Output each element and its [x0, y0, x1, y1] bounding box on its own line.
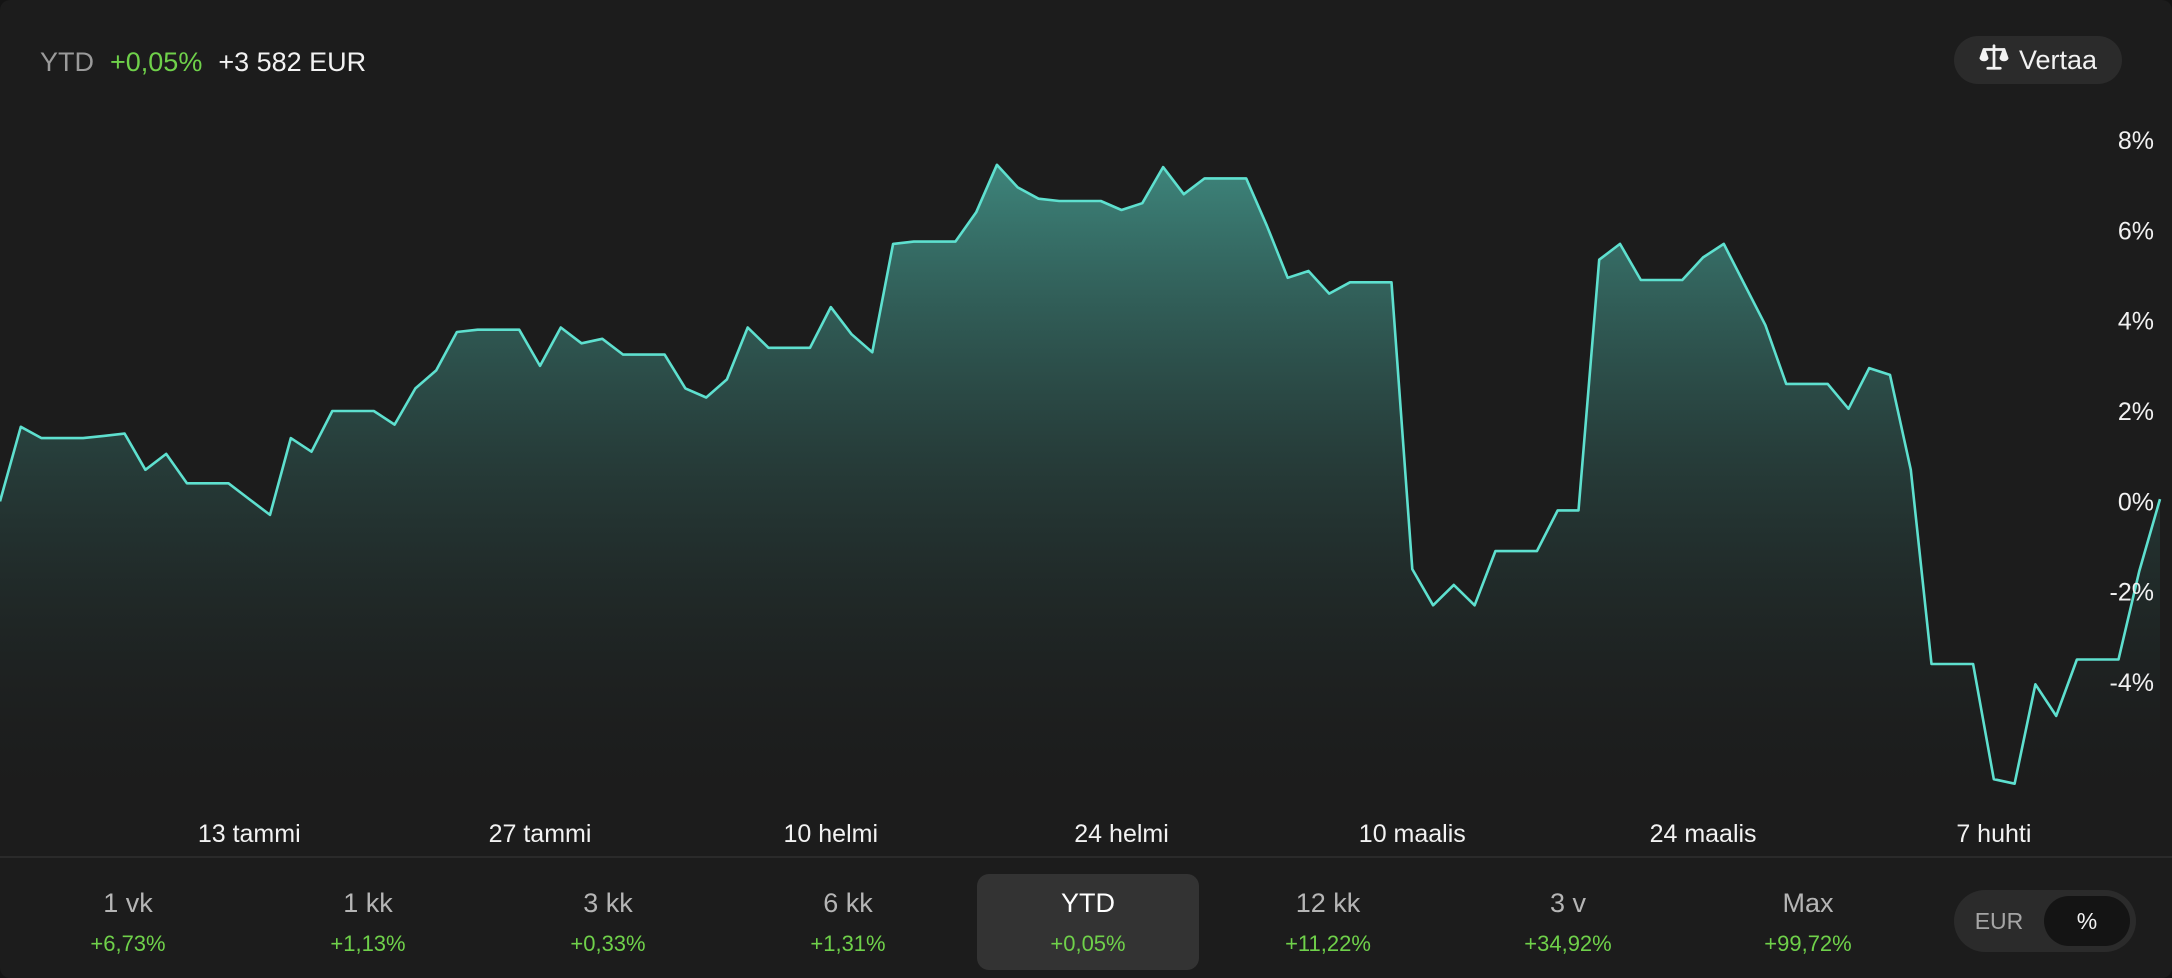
scale-balance-icon	[1979, 42, 2009, 79]
performance-chart[interactable]: 8% 6% 4% 2% 0% -2% -4% 13 tammi 27 tammi 10 helm…	[0, 100, 2172, 850]
y-tick-label: -2%	[2110, 579, 2154, 607]
x-tick-label: 10 maalis	[1359, 820, 1466, 848]
y-tick-label: 0%	[2118, 488, 2154, 516]
summary-percent-change: +0,05%	[110, 46, 203, 77]
period-button-6-kk[interactable]: 6 kk +1,31%	[737, 874, 959, 970]
period-button-12-kk[interactable]: 12 kk +11,22%	[1217, 874, 1439, 970]
period-label: 1 vk	[103, 887, 153, 918]
period-change: +6,73%	[90, 930, 166, 956]
toggle-option-percent[interactable]: %	[2044, 896, 2130, 946]
x-tick-label: 24 maalis	[1650, 820, 1757, 848]
x-tick-label: 10 helmi	[784, 820, 879, 848]
period-button-3-v[interactable]: 3 v +34,92%	[1457, 874, 1679, 970]
period-button-1-kk[interactable]: 1 kk +1,13%	[257, 874, 479, 970]
y-tick-label: -4%	[2110, 669, 2154, 697]
period-label: 3 v	[1549, 887, 1587, 918]
x-tick-label: 27 tammi	[489, 820, 592, 848]
period-button-3-kk[interactable]: 3 kk +0,33%	[497, 874, 719, 970]
period-button-ytd[interactable]: YTD +0,05%	[977, 874, 1199, 970]
performance-summary: YTD +0,05% +3 582 EUR	[40, 40, 366, 84]
period-change: +1,13%	[330, 930, 406, 956]
chart-series-line	[0, 163, 2162, 785]
period-button-max[interactable]: Max +99,72%	[1697, 874, 1919, 970]
period-selector: 1 vk +6,73% 1 kk +1,13% 3 kk +0,33% 6 kk +1,31%…	[0, 872, 1940, 972]
currency-percent-toggle[interactable]: EUR %	[1954, 890, 2136, 952]
period-label: 6 kk	[823, 887, 873, 918]
summary-absolute-change: +3 582 EUR	[218, 46, 367, 77]
x-tick-label: 13 tammi	[198, 820, 301, 848]
y-tick-label: 2%	[2118, 398, 2154, 426]
chart-area-fill	[0, 164, 2160, 811]
period-change: +0,33%	[570, 930, 646, 956]
compare-button-label: Vertaa	[2018, 44, 2098, 75]
period-label: Max	[1782, 887, 1834, 918]
y-tick-label: 4%	[2118, 308, 2154, 336]
toggle-option-eur[interactable]: EUR	[1974, 907, 2024, 934]
period-change: +99,72%	[1764, 930, 1852, 956]
compare-button[interactable]: Vertaa	[1954, 36, 2122, 84]
y-tick-label: 8%	[2118, 127, 2154, 155]
period-change: +34,92%	[1524, 930, 1612, 956]
period-change: +11,22%	[1285, 930, 1371, 956]
chart-divider	[0, 856, 2172, 858]
y-tick-label: 6%	[2118, 217, 2154, 245]
period-change: +0,05%	[1050, 930, 1126, 956]
period-label: YTD	[1061, 887, 1115, 918]
period-change: +1,31%	[810, 930, 886, 956]
x-tick-label: 7 huhti	[1956, 820, 2031, 848]
period-label: 12 kk	[1295, 887, 1361, 918]
summary-period-label: YTD	[40, 46, 94, 77]
period-label: 1 kk	[343, 887, 393, 918]
period-label: 3 kk	[583, 887, 633, 918]
x-tick-label: 24 helmi	[1074, 820, 1169, 848]
period-button-1-vk[interactable]: 1 vk +6,73%	[17, 874, 239, 970]
